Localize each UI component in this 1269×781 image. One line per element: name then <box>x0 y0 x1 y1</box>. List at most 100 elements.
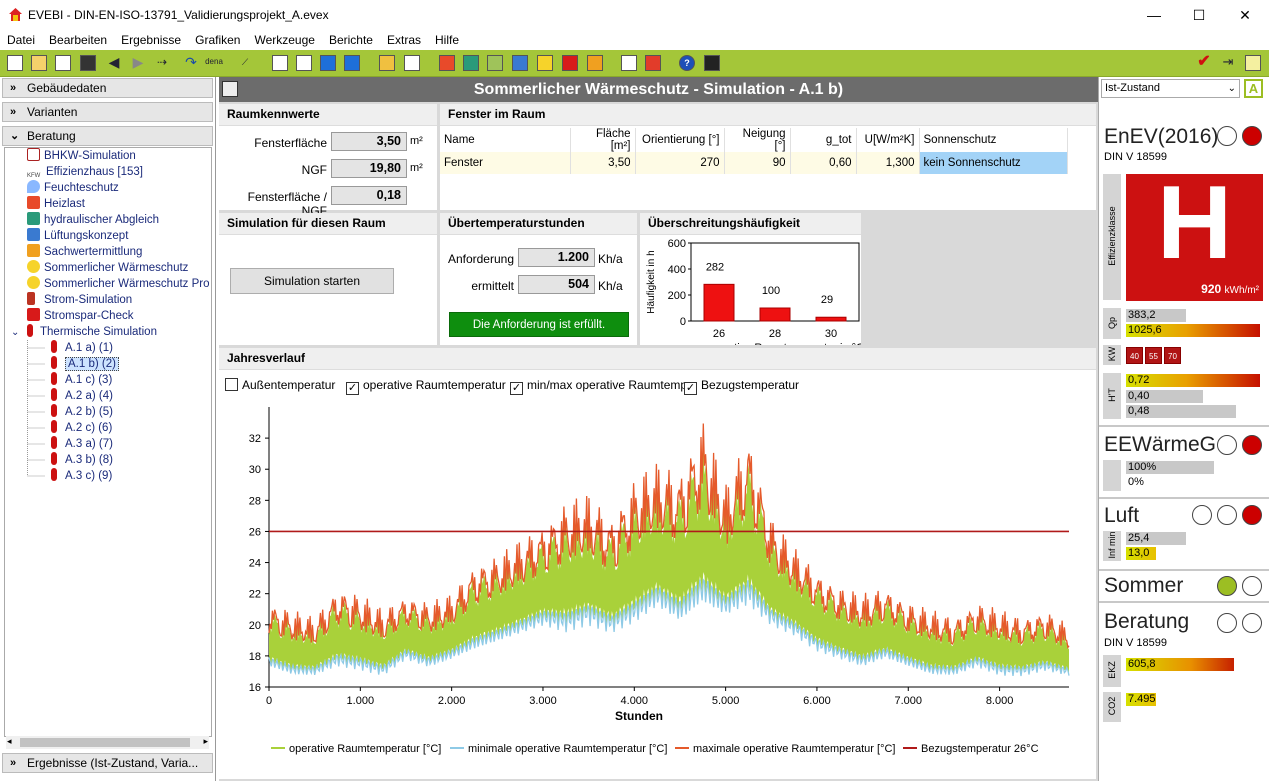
cell[interactable]: 0,60 <box>790 152 857 174</box>
tree-item-strom-simulation[interactable]: Strom-Simulation <box>27 292 132 308</box>
menu-werkzeuge[interactable]: Werkzeuge <box>254 33 315 47</box>
minimize-button[interactable]: — <box>1147 7 1161 23</box>
menu-hilfe[interactable]: Hilfe <box>435 33 460 47</box>
wand-icon[interactable]: ⟋ <box>241 57 249 67</box>
new-file-icon[interactable] <box>7 55 23 71</box>
horizontal-scrollbar[interactable]: ◂ ▸ <box>6 736 209 749</box>
y-tick-label: 600 <box>668 238 686 250</box>
section-ergebnisse[interactable]: » Ergebnisse (Ist-Zustand, Varia... <box>2 753 213 773</box>
menu-berichte[interactable]: Berichte <box>328 33 373 47</box>
check-icon[interactable]: ✔ <box>1197 53 1211 70</box>
open-folder-icon[interactable] <box>31 55 47 71</box>
tree-item-sommerlicher-waermeschutz[interactable]: Sommerlicher Wärmeschutz <box>27 260 188 276</box>
menu-bearbeiten[interactable]: Bearbeiten <box>49 33 108 47</box>
kw-label: KW <box>1103 345 1121 365</box>
tree-item-lueftungskonzept[interactable]: Lüftungskonzept <box>27 228 128 244</box>
house-icon[interactable] <box>587 55 603 71</box>
checkbox-minmax[interactable]: ✓ min/max operative Raumtemp. <box>510 378 691 395</box>
step-icon[interactable]: ⇢ <box>156 55 168 69</box>
checkbox-bezugstemperatur[interactable]: ✓ Bezugstemperatur <box>684 378 800 395</box>
section-beratung[interactable]: ⌄ Beratung <box>2 126 213 146</box>
document-icon[interactable] <box>272 55 288 71</box>
tree-item-stromspar-check[interactable]: Stromspar-Check <box>27 308 133 324</box>
collapse-chevron-icon[interactable]: ⌄ <box>11 327 20 338</box>
maximize-button[interactable]: ☐ <box>1192 7 1206 23</box>
cell[interactable]: Fenster <box>440 152 571 174</box>
section-varianten[interactable]: » Varianten <box>2 102 213 122</box>
forward-arrow-icon[interactable]: ▶ <box>132 54 144 70</box>
close-button[interactable]: ✕ <box>1239 7 1251 23</box>
tree-item-sachwertermittlung[interactable]: Sachwertermittlung <box>27 244 142 260</box>
cell[interactable]: 270 <box>635 152 725 174</box>
cell[interactable]: 1,300 <box>856 152 920 174</box>
power-icon[interactable] <box>562 55 578 71</box>
list-icon[interactable] <box>404 55 420 71</box>
sun-icon[interactable] <box>537 55 553 71</box>
tree-subitem-a2c[interactable]: A.2 c) (6) <box>51 420 112 436</box>
state-badge[interactable]: A <box>1244 79 1263 98</box>
tree-subitem-a1c[interactable]: A.1 c) (3) <box>51 372 112 388</box>
tree-item-sommerlicher-waermeschutz-pro[interactable]: Sommerlicher Wärmeschutz Pro <box>27 276 210 292</box>
calculator-icon[interactable] <box>621 55 637 71</box>
diagram-icon[interactable] <box>296 55 312 71</box>
circulation-icon[interactable] <box>487 55 503 71</box>
menu-grafiken[interactable]: Grafiken <box>195 33 241 47</box>
scrollbar-thumb[interactable] <box>20 738 190 747</box>
y-tick-label: 400 <box>668 264 686 276</box>
print-icon[interactable] <box>222 81 238 97</box>
tree-item-bhkw[interactable]: BHKW-Simulation <box>27 148 136 164</box>
checkbox-box[interactable]: ✓ <box>510 382 523 395</box>
tree-subitem-a3b[interactable]: A.3 b) (8) <box>51 452 113 468</box>
checkbox-aussentemperatur[interactable]: Außentemperatur <box>225 378 335 392</box>
sonnenschutz-cell[interactable]: kein Sonnenschutz <box>919 152 1068 174</box>
checkbox-box[interactable]: ✓ <box>684 382 697 395</box>
checkbox-box[interactable]: ✓ <box>346 382 359 395</box>
thermometer-icon <box>51 340 57 353</box>
hydraulic-icon[interactable] <box>463 55 479 71</box>
tree-item-hydraulischer-abgleich[interactable]: hydraulischer Abgleich <box>27 212 159 228</box>
cell[interactable]: 3,50 <box>570 152 636 174</box>
checkbox-box[interactable] <box>225 378 238 391</box>
ht-limit-bar: 0,48 <box>1126 405 1236 418</box>
redo-icon[interactable]: ↷ <box>185 54 197 70</box>
table-row[interactable]: Fenster 3,50 270 90 0,60 1,300 kein Sonn… <box>440 152 1068 174</box>
start-simulation-button[interactable]: Simulation starten <box>230 268 394 294</box>
export-icon[interactable] <box>320 55 336 71</box>
copy-icon[interactable] <box>55 55 71 71</box>
status-light-green <box>1217 576 1237 596</box>
tree-subitem-a2a[interactable]: A.2 a) (4) <box>51 388 113 404</box>
bar <box>759 307 791 322</box>
help-icon[interactable]: ? <box>679 55 695 71</box>
checkbox-operative-raumtemperatur[interactable]: ✓ operative Raumtemperatur <box>346 378 506 395</box>
tree-item-effizienzhaus[interactable]: KFW Effizienzhaus [153] <box>27 166 143 179</box>
tree-subitem-a1b[interactable]: A.1 b) (2) <box>51 356 119 372</box>
device-icon[interactable] <box>704 55 720 71</box>
back-arrow-icon[interactable]: ◀ <box>108 54 120 70</box>
dena-icon[interactable]: dena <box>205 57 223 66</box>
report-icon[interactable] <box>645 55 661 71</box>
exit-icon[interactable]: ⇥ <box>1222 54 1234 69</box>
import-icon[interactable] <box>344 55 360 71</box>
scroll-right-icon[interactable]: ▸ <box>203 736 208 746</box>
save-icon[interactable] <box>80 55 96 71</box>
state-select[interactable]: Ist-Zustand ⌄ <box>1101 79 1240 98</box>
menu-datei[interactable]: Datei <box>7 33 36 47</box>
thermometer-icon <box>51 420 57 433</box>
section-gebaeudedaten[interactable]: » Gebäudedaten <box>2 78 213 98</box>
cell[interactable]: 90 <box>724 152 791 174</box>
heating-icon[interactable] <box>439 55 455 71</box>
tree-item-feuchteschutz[interactable]: Feuchteschutz <box>27 180 119 196</box>
chart-icon[interactable] <box>1245 55 1261 71</box>
tree-item-heizlast[interactable]: Heizlast <box>27 196 85 212</box>
tree-subitem-a3a[interactable]: A.3 a) (7) <box>51 436 113 452</box>
fan-icon[interactable] <box>512 55 528 71</box>
scroll-left-icon[interactable]: ◂ <box>7 736 12 746</box>
structure-icon[interactable] <box>379 55 395 71</box>
tree-subitem-a1a[interactable]: A.1 a) (1) <box>51 340 113 356</box>
status-light-off <box>1217 435 1237 455</box>
tree-item-thermische-simulation[interactable]: ⌄ Thermische Simulation <box>11 324 157 340</box>
tree-subitem-a3c[interactable]: A.3 c) (9) <box>51 468 112 484</box>
menu-ergebnisse[interactable]: Ergebnisse <box>121 33 182 47</box>
tree-subitem-a2b[interactable]: A.2 b) (5) <box>51 404 113 420</box>
menu-extras[interactable]: Extras <box>386 33 421 47</box>
